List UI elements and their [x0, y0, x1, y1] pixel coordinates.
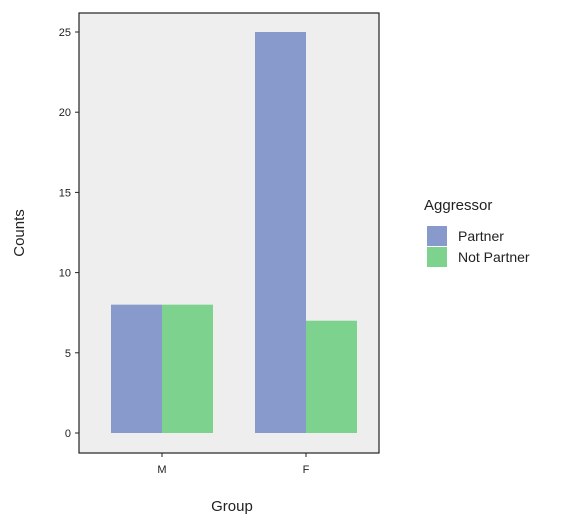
y-tick-label: 0: [65, 428, 71, 440]
bar-partner-m: [111, 304, 162, 433]
x-tick-label: M: [157, 464, 166, 476]
bar-partner-f: [255, 32, 306, 433]
legend-label: Not Partner: [458, 249, 530, 265]
legend: Aggressor Partner Not Partner: [424, 197, 530, 267]
bar-not-partner-m: [162, 304, 213, 433]
bars-group: [111, 32, 357, 433]
legend-swatch: [427, 247, 447, 267]
x-tick-label: F: [303, 464, 310, 476]
y-tick-label: 5: [65, 348, 71, 360]
x-axis-title: Group: [211, 498, 253, 515]
y-tick-label: 25: [59, 27, 71, 39]
legend-swatch: [427, 226, 447, 246]
y-tick-label: 10: [59, 268, 71, 280]
y-tick-label: 20: [59, 107, 71, 119]
legend-label: Partner: [458, 228, 504, 244]
y-axis-title: Counts: [11, 209, 28, 257]
bar-not-partner-f: [306, 320, 357, 433]
y-tick-label: 15: [59, 187, 71, 199]
y-axis: 0 5 10 15 20 25: [59, 27, 79, 440]
legend-title: Aggressor: [424, 197, 492, 214]
